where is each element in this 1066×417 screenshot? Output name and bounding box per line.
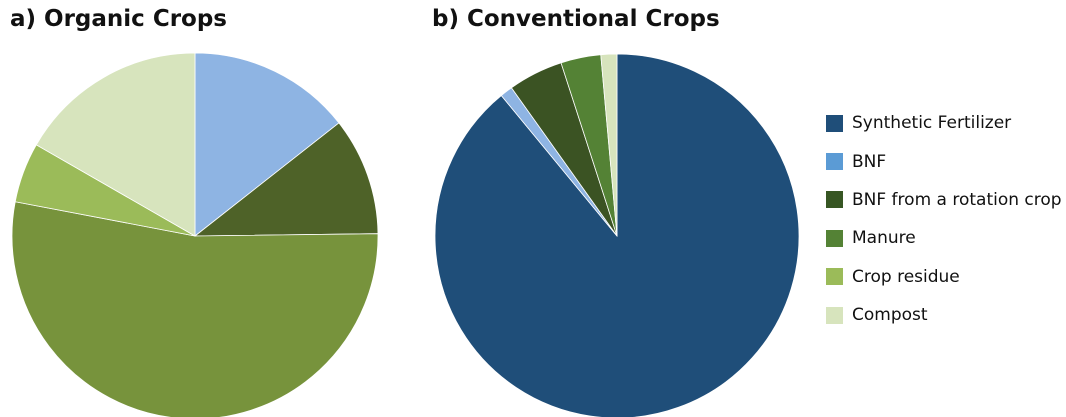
legend-label-bnf: BNF [852, 151, 887, 172]
legend-item-crop-residue: Crop residue [826, 258, 1062, 296]
legend-label-crop-residue: Crop residue [852, 266, 960, 287]
legend-label-bnf-rotation-crop: BNF from a rotation crop [852, 189, 1062, 210]
chart-title-conventional: b) Conventional Crops [432, 6, 720, 32]
legend-swatch-synthetic-fertilizer [826, 114, 843, 132]
conventional-slice-compost [600, 53, 618, 237]
organic-slice-bnf [194, 52, 340, 237]
legend-label-manure: Manure [852, 228, 916, 249]
legend-swatch-crop-residue [826, 268, 843, 286]
legend-item-synthetic-fertilizer: Synthetic Fertilizer [826, 104, 1062, 142]
legend: Synthetic Fertilizer BNF BNF from a rota… [826, 104, 1062, 334]
legend-item-bnf: BNF [826, 142, 1062, 180]
legend-swatch-manure [826, 229, 843, 247]
legend-label-compost: Compost [852, 305, 928, 326]
organic-slice-compost [35, 52, 196, 237]
legend-label-synthetic-fertilizer: Synthetic Fertilizer [852, 113, 1012, 134]
legend-swatch-compost [826, 306, 843, 324]
legend-item-bnf-rotation-crop: BNF from a rotation crop [826, 181, 1062, 219]
conventional-slice-synthetic-fertilizer [434, 53, 800, 417]
legend-swatch-bnf [826, 153, 843, 171]
legend-item-compost: Compost [826, 296, 1062, 334]
organic-slice-bnf-from-a-rotation-crop [193, 122, 379, 237]
organic-slice-manure [11, 201, 379, 417]
chart-title-organic: a) Organic Crops [10, 6, 227, 32]
legend-swatch-bnf-rotation-crop [826, 191, 843, 209]
legend-item-manure: Manure [826, 219, 1062, 257]
